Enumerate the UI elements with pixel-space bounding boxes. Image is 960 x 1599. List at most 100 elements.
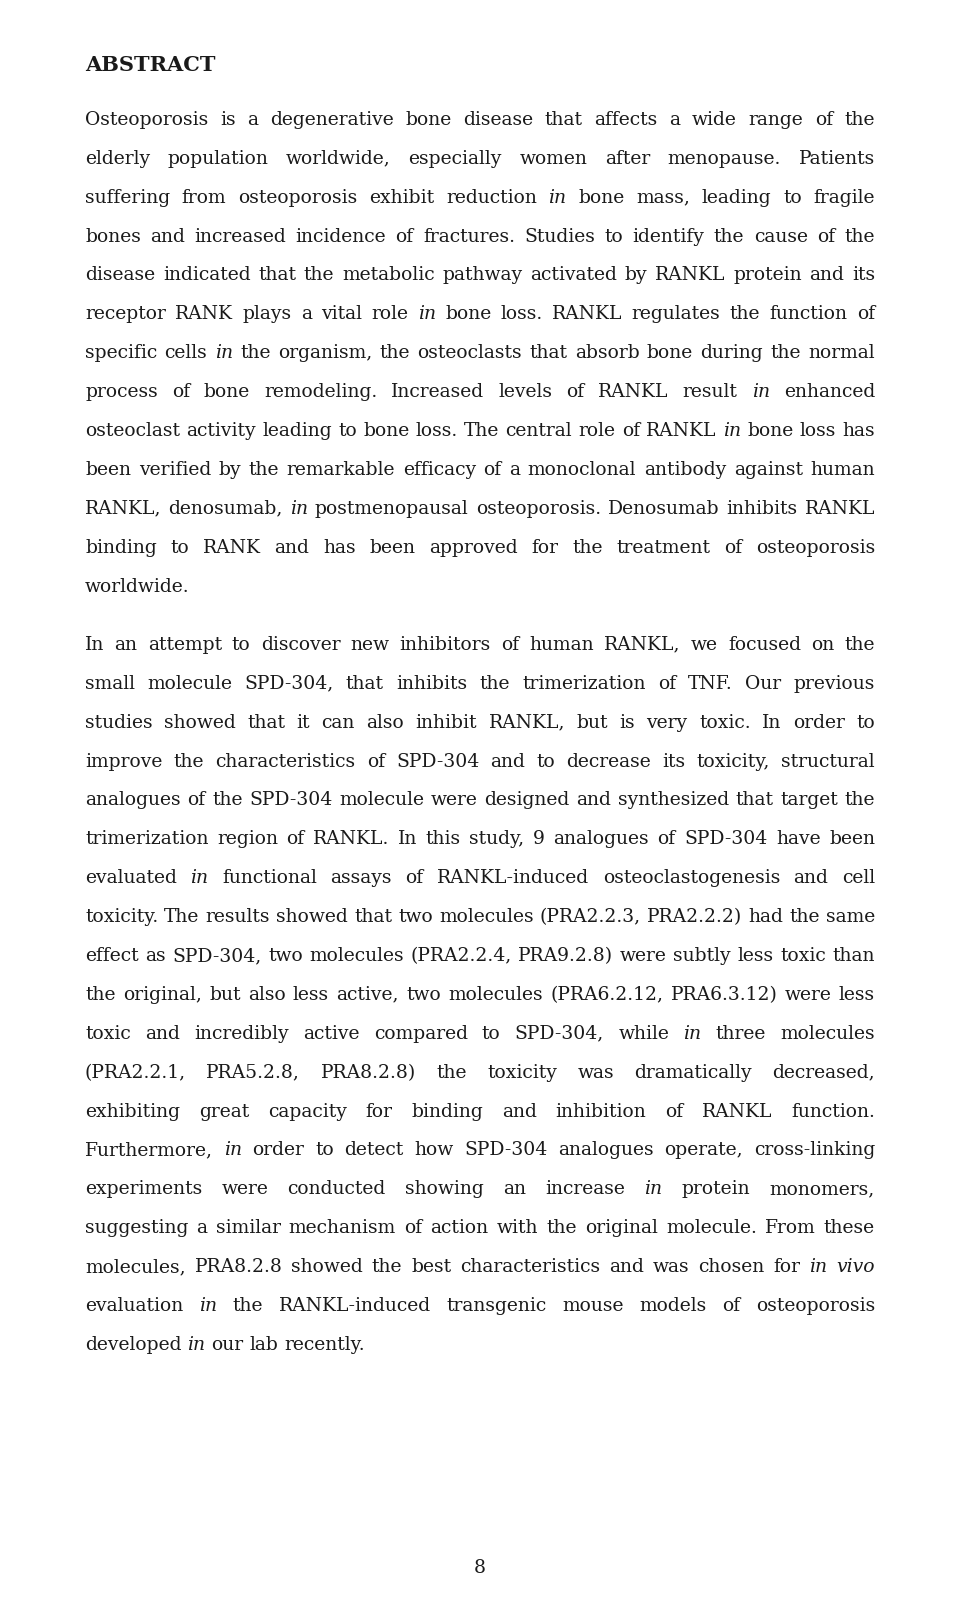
Text: molecule.: molecule.: [666, 1218, 756, 1238]
Text: capacity: capacity: [268, 1102, 347, 1121]
Text: showed: showed: [291, 1258, 363, 1276]
Text: worldwide,: worldwide,: [286, 150, 391, 168]
Text: that: that: [258, 267, 296, 285]
Text: that: that: [530, 344, 567, 361]
Text: activated: activated: [530, 267, 617, 285]
Text: molecule: molecule: [147, 675, 232, 692]
Text: incidence: incidence: [296, 227, 386, 246]
Text: from: from: [181, 189, 227, 206]
Text: operate,: operate,: [664, 1142, 743, 1159]
Text: RANKL: RANKL: [804, 500, 875, 518]
Text: incredibly: incredibly: [194, 1025, 289, 1043]
Text: of: of: [484, 461, 502, 478]
Text: role: role: [372, 305, 408, 323]
Text: designed: designed: [484, 792, 569, 809]
Text: Osteoporosis: Osteoporosis: [85, 110, 208, 130]
Text: to: to: [856, 713, 875, 732]
Text: analogues: analogues: [558, 1142, 654, 1159]
Text: SPD-304,: SPD-304,: [515, 1025, 604, 1043]
Text: we: we: [691, 636, 718, 654]
Text: in: in: [548, 189, 566, 206]
Text: verified: verified: [138, 461, 211, 478]
Text: osteoporosis: osteoporosis: [756, 539, 875, 556]
Text: binding: binding: [85, 539, 156, 556]
Text: ABSTRACT: ABSTRACT: [85, 54, 215, 75]
Text: less: less: [293, 987, 329, 1004]
Text: of: of: [405, 870, 423, 887]
Text: the: the: [232, 1297, 263, 1314]
Text: results: results: [205, 908, 271, 926]
Text: very: very: [646, 713, 687, 732]
Text: of: of: [396, 227, 414, 246]
Text: suffering: suffering: [85, 189, 170, 206]
Text: levels: levels: [498, 384, 552, 401]
Text: SPD-304: SPD-304: [396, 753, 479, 771]
Text: increase: increase: [545, 1180, 625, 1198]
Text: a: a: [669, 110, 681, 130]
Text: assays: assays: [330, 870, 392, 887]
Text: toxic.: toxic.: [699, 713, 751, 732]
Text: for: for: [366, 1102, 393, 1121]
Text: of: of: [665, 1102, 684, 1121]
Text: detect: detect: [345, 1142, 403, 1159]
Text: increased: increased: [195, 227, 286, 246]
Text: mouse: mouse: [563, 1297, 624, 1314]
Text: remarkable: remarkable: [287, 461, 396, 478]
Text: monoclonal: monoclonal: [528, 461, 636, 478]
Text: of: of: [815, 110, 833, 130]
Text: suggesting: suggesting: [85, 1218, 188, 1238]
Text: inhibitors: inhibitors: [399, 636, 491, 654]
Text: action: action: [430, 1218, 489, 1238]
Text: leading: leading: [262, 422, 332, 440]
Text: analogues: analogues: [553, 830, 649, 849]
Text: vivo: vivo: [836, 1258, 875, 1276]
Text: the: the: [714, 227, 744, 246]
Text: in: in: [752, 384, 770, 401]
Text: leading: leading: [702, 189, 772, 206]
Text: loss.: loss.: [416, 422, 458, 440]
Text: 9: 9: [533, 830, 545, 849]
Text: PRA9.2.8): PRA9.2.8): [518, 947, 613, 964]
Text: bone: bone: [747, 422, 794, 440]
Text: monomers,: monomers,: [770, 1180, 875, 1198]
Text: RANKL,: RANKL,: [85, 500, 161, 518]
Text: specific: specific: [85, 344, 157, 361]
Text: recently.: recently.: [284, 1335, 365, 1354]
Text: decrease: decrease: [566, 753, 651, 771]
Text: it: it: [297, 713, 310, 732]
Text: an: an: [503, 1180, 526, 1198]
Text: that: that: [544, 110, 583, 130]
Text: conducted: conducted: [288, 1180, 386, 1198]
Text: PRA6.3.12): PRA6.3.12): [670, 987, 778, 1004]
Text: human: human: [529, 636, 594, 654]
Text: best: best: [411, 1258, 451, 1276]
Text: molecules: molecules: [780, 1025, 875, 1043]
Text: toxic: toxic: [85, 1025, 131, 1043]
Text: that: that: [346, 675, 384, 692]
Text: postmenopausal: postmenopausal: [315, 500, 468, 518]
Text: with: with: [496, 1218, 539, 1238]
Text: 8: 8: [474, 1559, 486, 1577]
Text: and: and: [275, 539, 309, 556]
Text: target: target: [780, 792, 838, 809]
Text: of: of: [817, 227, 835, 246]
Text: role: role: [579, 422, 615, 440]
Text: regulates: regulates: [632, 305, 721, 323]
Text: molecules: molecules: [439, 908, 534, 926]
Text: the: the: [845, 636, 875, 654]
Text: two: two: [398, 908, 433, 926]
Text: Patients: Patients: [799, 150, 875, 168]
Text: been: been: [829, 830, 875, 849]
Text: on: on: [811, 636, 834, 654]
Text: the: the: [437, 1063, 467, 1081]
Text: its: its: [662, 753, 685, 771]
Text: In: In: [398, 830, 418, 849]
Text: RANKL-induced: RANKL-induced: [437, 870, 589, 887]
Text: order: order: [793, 713, 845, 732]
Text: during: during: [701, 344, 763, 361]
Text: developed: developed: [85, 1335, 181, 1354]
Text: was: was: [577, 1063, 614, 1081]
Text: molecules: molecules: [448, 987, 542, 1004]
Text: our: our: [211, 1335, 244, 1354]
Text: in: in: [723, 422, 741, 440]
